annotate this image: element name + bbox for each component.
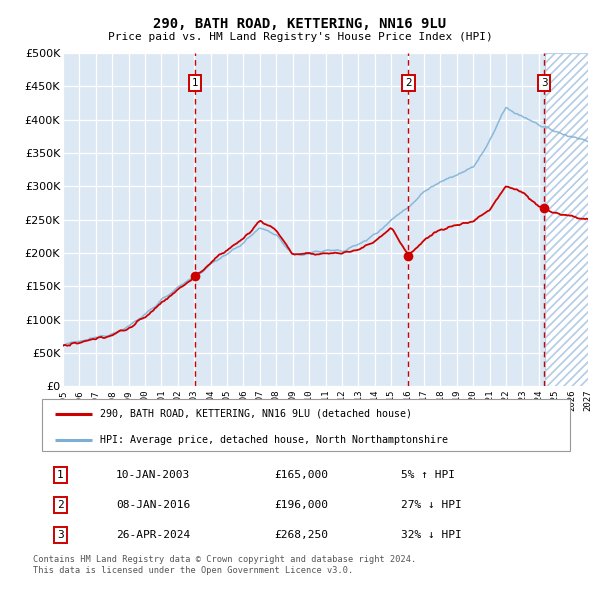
Bar	[545, 53, 588, 386]
Text: 1: 1	[192, 78, 199, 88]
Bar	[545, 53, 588, 386]
Text: 2: 2	[57, 500, 64, 510]
Text: 32% ↓ HPI: 32% ↓ HPI	[401, 530, 462, 540]
Text: This data is licensed under the Open Government Licence v3.0.: This data is licensed under the Open Gov…	[33, 566, 353, 575]
Text: 1: 1	[57, 470, 64, 480]
FancyBboxPatch shape	[42, 399, 570, 451]
Text: £196,000: £196,000	[274, 500, 328, 510]
Text: Price paid vs. HM Land Registry's House Price Index (HPI): Price paid vs. HM Land Registry's House …	[107, 32, 493, 42]
Text: 3: 3	[541, 78, 547, 88]
Text: 10-JAN-2003: 10-JAN-2003	[116, 470, 190, 480]
Text: Contains HM Land Registry data © Crown copyright and database right 2024.: Contains HM Land Registry data © Crown c…	[33, 555, 416, 563]
Text: £268,250: £268,250	[274, 530, 328, 540]
Text: HPI: Average price, detached house, North Northamptonshire: HPI: Average price, detached house, Nort…	[100, 435, 448, 445]
Text: £165,000: £165,000	[274, 470, 328, 480]
Text: 3: 3	[57, 530, 64, 540]
Bar	[545, 53, 588, 386]
Text: 5% ↑ HPI: 5% ↑ HPI	[401, 470, 455, 480]
Text: 290, BATH ROAD, KETTERING, NN16 9LU (detached house): 290, BATH ROAD, KETTERING, NN16 9LU (det…	[100, 409, 412, 419]
Text: 2: 2	[405, 78, 412, 88]
Text: 08-JAN-2016: 08-JAN-2016	[116, 500, 190, 510]
Text: 290, BATH ROAD, KETTERING, NN16 9LU: 290, BATH ROAD, KETTERING, NN16 9LU	[154, 17, 446, 31]
Text: 26-APR-2024: 26-APR-2024	[116, 530, 190, 540]
Text: 27% ↓ HPI: 27% ↓ HPI	[401, 500, 462, 510]
